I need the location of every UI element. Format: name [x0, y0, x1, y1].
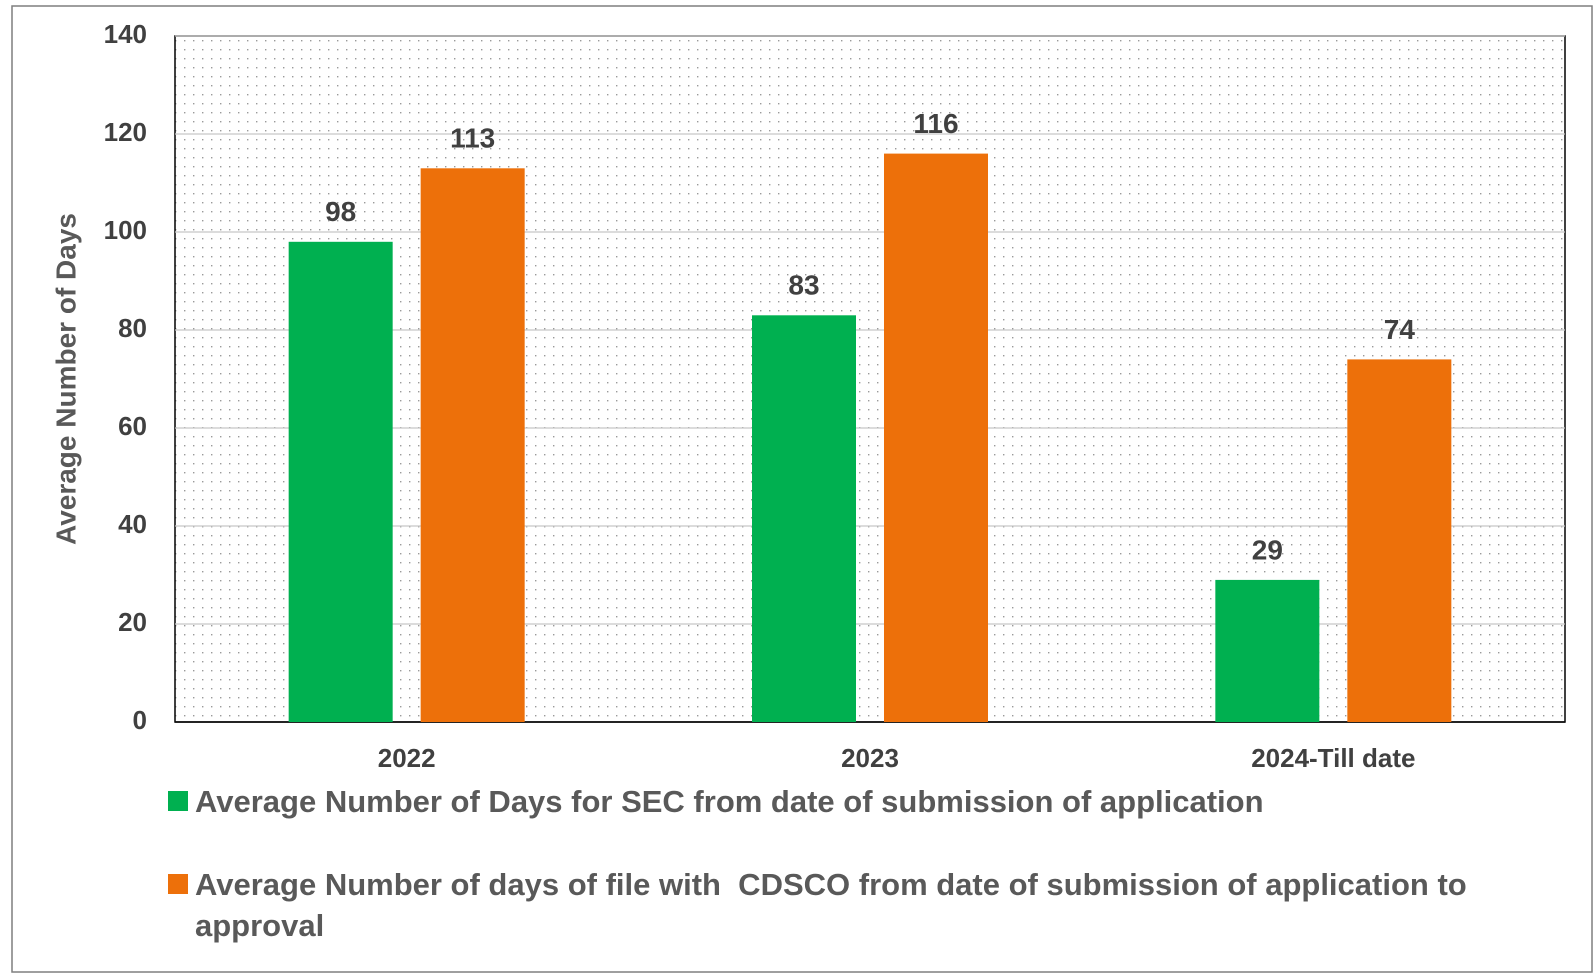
data-label: 83 — [788, 270, 819, 301]
legend-swatch — [168, 874, 188, 894]
legend-label: Average Number of Days for SEC from date… — [195, 784, 1264, 819]
y-tick-label: 40 — [118, 509, 147, 539]
data-label: 29 — [1252, 534, 1283, 565]
y-tick-label: 140 — [104, 19, 147, 49]
legend-label: Average Number of days of file with CDSC… — [195, 867, 1476, 943]
frame — [11, 5, 1593, 973]
legend-swatch — [168, 791, 188, 811]
bar — [1347, 359, 1452, 722]
x-tick-label: 2024-Till date — [1251, 743, 1415, 773]
y-tick-label: 100 — [104, 215, 147, 245]
y-tick-label: 120 — [104, 117, 147, 147]
x-tick-label: 2023 — [841, 743, 899, 773]
legend-entry: Average Number of Days for SEC from date… — [168, 781, 1498, 822]
y-tick-label: 20 — [118, 607, 147, 637]
data-label: 74 — [1384, 314, 1416, 345]
data-label: 116 — [913, 108, 958, 139]
y-axis-label: Average Number of Days — [50, 213, 81, 545]
bar — [752, 315, 856, 722]
legend-entry: Average Number of days of file with CDSC… — [168, 864, 1498, 946]
y-tick-label: 60 — [118, 411, 147, 441]
data-label: 113 — [450, 123, 495, 154]
x-tick-label: 2022 — [378, 743, 436, 773]
data-label: 98 — [325, 196, 356, 227]
bar — [884, 153, 988, 723]
bar — [288, 241, 393, 723]
y-tick-label: 80 — [118, 313, 147, 343]
y-tick-label: 0 — [133, 705, 147, 735]
bar — [1215, 579, 1320, 722]
bar — [420, 168, 525, 723]
